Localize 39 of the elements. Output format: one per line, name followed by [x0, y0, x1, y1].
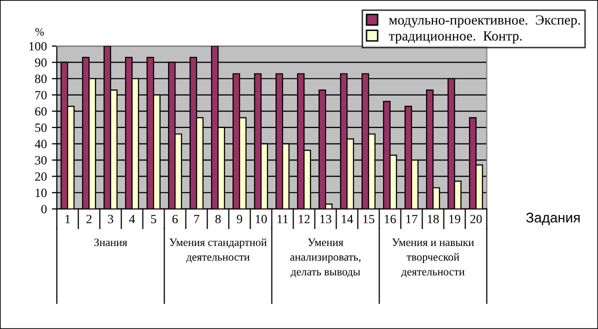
x-tick-label: 6	[172, 214, 178, 224]
y-tick-label: 80	[35, 74, 47, 84]
x-tick-label: 18	[428, 214, 439, 224]
text: Умения стандартной деятельности	[170, 238, 267, 263]
y-tick-label: 30	[35, 156, 47, 165]
x-tick-label: 2	[86, 214, 92, 224]
x-axis-title: Задания	[526, 212, 580, 226]
y-axis-title: %	[35, 28, 44, 36]
y-tick-label: 20	[35, 172, 47, 181]
legend-label: модульно-проективное. Экспер.	[389, 15, 580, 28]
x-tick-label: 12	[298, 214, 310, 224]
x-tick-label: 11	[278, 214, 288, 224]
y-tick-label: 60	[35, 107, 47, 116]
legend-label: традиционное. Контр.	[388, 31, 522, 44]
x-tick-label: 1	[66, 214, 70, 224]
text: Знания	[94, 238, 128, 246]
y-tick-label: 90	[34, 58, 47, 67]
text: Умения и навыки творческой деятельности	[392, 238, 474, 278]
x-tick-label: 15	[363, 214, 374, 224]
y-tick-label: 50	[35, 124, 47, 132]
x-tick-label: 8	[215, 214, 221, 224]
x-tick-label: 9	[236, 214, 242, 224]
x-tick-label: 13	[320, 214, 332, 224]
x-tick-label: 5	[151, 214, 156, 224]
y-tick-label: 40	[34, 140, 47, 148]
x-tick-label: 7	[194, 214, 200, 224]
text: Умения анализировать, делать выводы	[290, 238, 360, 278]
x-tick-label: 14	[342, 214, 354, 224]
y-tick-label: 100	[29, 42, 47, 51]
x-tick-label: 20	[470, 214, 482, 224]
x-tick-label: 17	[406, 214, 418, 224]
x-tick-label: 10	[256, 214, 267, 224]
y-tick-label: 10	[36, 188, 47, 198]
x-tick-label: 16	[384, 214, 396, 224]
x-tick-label: 4	[129, 214, 135, 224]
x-tick-label: 19	[449, 214, 460, 224]
y-tick-label: 70	[35, 90, 47, 100]
x-tick-label: 3	[108, 214, 114, 224]
y-tick-label: 0	[41, 204, 47, 214]
